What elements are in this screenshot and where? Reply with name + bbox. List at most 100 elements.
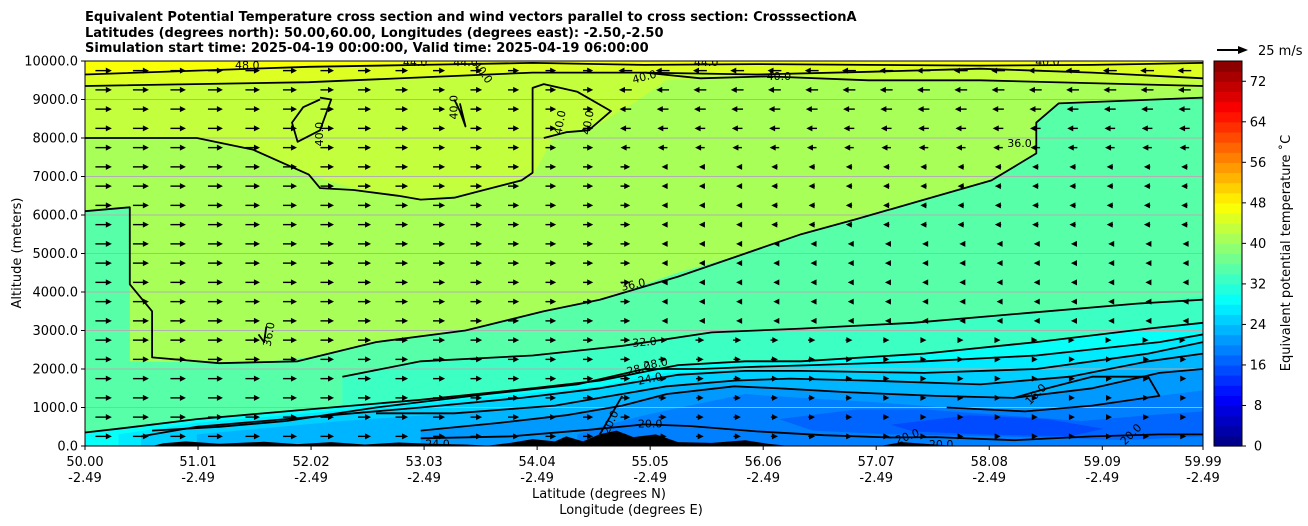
colorbar-segment (1214, 101, 1242, 113)
wind-vector-head (216, 317, 223, 324)
wind-vector-head (587, 394, 594, 401)
wind-vector-head (773, 298, 780, 305)
wind-vector-head (1033, 260, 1040, 267)
wind-vector-head (105, 375, 112, 382)
wind-vector-head (660, 356, 667, 363)
wind-vector-head (991, 67, 998, 74)
wind-vector-head (550, 279, 557, 286)
wind-vector-head (253, 125, 260, 132)
wind-vector-head (1106, 163, 1113, 170)
wind-vector-head (327, 414, 334, 421)
wind-vector-head (624, 240, 631, 247)
x-tick-label-longitude: -2.49 (746, 471, 780, 486)
x-tick-label-latitude: 50.00 (66, 455, 103, 470)
wind-vector-head (513, 86, 520, 93)
wind-vector-head (513, 337, 520, 344)
contour-fill-band-43 (85, 61, 1203, 200)
wind-vector-head (661, 279, 668, 286)
wind-vector-head (1067, 144, 1074, 151)
wind-vector-head (883, 163, 890, 170)
wind-vector-head (216, 414, 223, 421)
wind-vector-head (142, 163, 149, 170)
wind-vector-head (105, 202, 112, 209)
terrain-silhouette (152, 430, 970, 446)
wind-vector-head (624, 317, 631, 324)
wind-vector-head (1033, 298, 1040, 305)
colorbar-segment (1214, 364, 1242, 376)
wind-vector-head (736, 240, 743, 247)
wind-vector-head (1070, 260, 1077, 267)
wind-vector-head (1102, 67, 1109, 74)
wind-vector-head (476, 240, 483, 247)
x-axis-label-longitude: Longitude (degrees E) (559, 503, 703, 518)
wind-vector-head (142, 317, 149, 324)
wind-vector-head (698, 317, 705, 324)
wind-vector-head (476, 202, 483, 209)
wind-vector-head (105, 337, 112, 344)
colorbar-segment (1214, 415, 1242, 427)
wind-vector-head (290, 163, 297, 170)
wind-vector-head (884, 240, 891, 247)
wind-vector-head (290, 144, 297, 151)
wind-vector-head (1181, 163, 1188, 170)
wind-vector-head (439, 414, 446, 421)
wind-vector-head (804, 67, 811, 74)
wind-vector-head (768, 86, 775, 93)
wind-vector-head (1180, 414, 1187, 421)
wind-vector-head (1108, 260, 1115, 267)
wind-vector-head (253, 317, 260, 324)
wind-vector-head (845, 221, 852, 228)
wind-vector-head (365, 394, 372, 401)
wind-vector-head (179, 433, 186, 440)
wind-vector-head (996, 279, 1003, 286)
wind-vector-head (656, 86, 663, 93)
wind-vector-head (142, 414, 149, 421)
y-tick-label: 5000.0 (33, 247, 79, 262)
colorbar-segment (1214, 273, 1242, 285)
wind-vector-head (656, 106, 663, 113)
wind-vector-head (253, 337, 260, 344)
wind-vector-head (1143, 375, 1150, 382)
wind-vector-head (105, 279, 112, 286)
wind-vector-head (994, 394, 1001, 401)
wind-vector-head (476, 433, 483, 440)
wind-vector-head (773, 317, 780, 324)
wind-vector-head (587, 221, 594, 228)
wind-vector-head (920, 163, 927, 170)
wind-vector-head (660, 394, 667, 401)
wind-vector-head (624, 183, 631, 190)
wind-vector-head (439, 221, 446, 228)
wind-vector-head (809, 394, 816, 401)
colorbar-segment (1214, 314, 1242, 326)
wind-vector-head (954, 106, 961, 113)
wind-vector-head (769, 125, 776, 132)
wind-vector-head (1032, 183, 1039, 190)
wind-vector-head (771, 414, 778, 421)
wind-vector-head (327, 433, 334, 440)
colorbar-segment (1214, 375, 1242, 386)
wind-vector-head (365, 337, 372, 344)
wind-vector-head (365, 125, 372, 132)
wind-vector-head (439, 125, 446, 132)
wind-vector-head (624, 356, 631, 363)
wind-vector-head (847, 260, 854, 267)
wind-vector-head (587, 125, 594, 132)
wind-vector-head (1103, 86, 1110, 93)
wind-vector-head (806, 125, 813, 132)
contour-lines (85, 62, 1203, 442)
contour-line-24-a (140, 341, 1203, 438)
wind-vector-head (922, 298, 929, 305)
wind-vector-head (1070, 279, 1077, 286)
wind-vector-head (1181, 183, 1188, 190)
wind-vector-head (1143, 163, 1150, 170)
wind-vector-head (994, 183, 1001, 190)
wind-vector-head (105, 125, 112, 132)
wind-vector-head (996, 240, 1003, 247)
colorbar-segment (1214, 354, 1242, 366)
wind-vector-head (550, 240, 557, 247)
wind-vector-head (550, 183, 557, 190)
wind-vector-head (957, 375, 964, 382)
wind-vector-head (994, 337, 1001, 344)
wind-vector-head (105, 240, 112, 247)
wind-vector-head (513, 433, 520, 440)
